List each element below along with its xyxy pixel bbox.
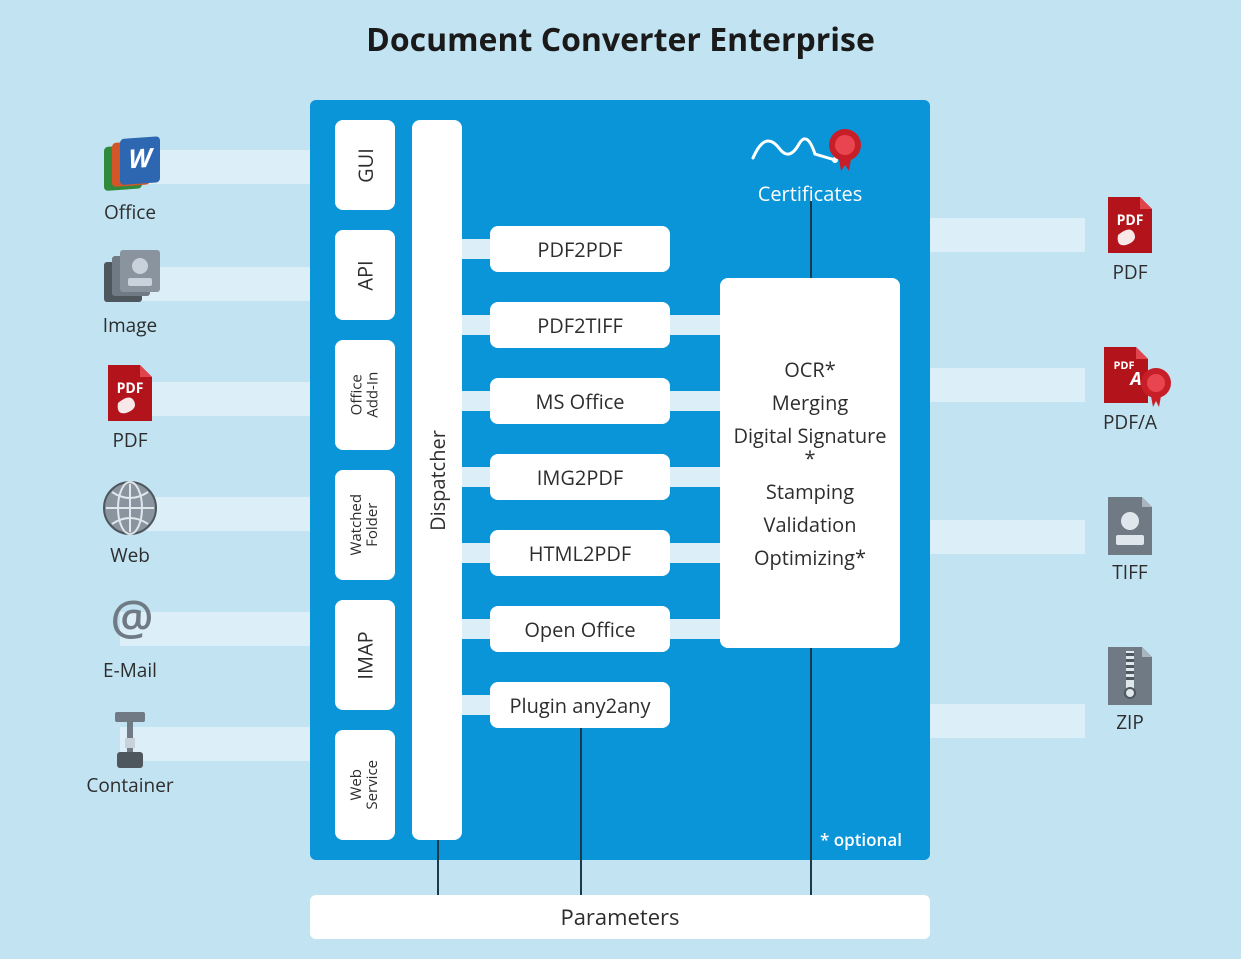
output-pdfa: PDF A PDF/A (1055, 345, 1205, 435)
svg-text:PDF: PDF (1117, 211, 1144, 230)
output-label: ZIP (1055, 709, 1205, 735)
input-label: Image (55, 312, 205, 338)
output-pdf: PDF PDF (1055, 195, 1205, 285)
input-container: Container (55, 708, 205, 798)
converter-img2pdf: IMG2PDF (490, 454, 670, 500)
conv-link-msoffice (670, 391, 720, 411)
connector-line (580, 728, 582, 895)
entry-label: GUI (352, 148, 379, 183)
converter-pdf2tiff: PDF2TIFF (490, 302, 670, 348)
page-title: Document Converter Enterprise (0, 18, 1241, 61)
entry-office-addin: OfficeAdd-In (335, 340, 395, 450)
entry-gui: GUI (335, 120, 395, 210)
email-icon: @ (100, 593, 160, 653)
svg-text:W: W (128, 139, 154, 177)
entry-label: WebService (349, 760, 381, 810)
input-web: Web (55, 478, 205, 568)
web-icon (100, 478, 160, 538)
output-zip: ZIP (1055, 645, 1205, 735)
entry-label: IMAP (351, 631, 378, 679)
entry-watched: WatchedFolder (335, 470, 395, 580)
input-pdf: PDF PDF (55, 363, 205, 453)
conv-link-openoffice (670, 619, 720, 639)
tiff-icon (1100, 495, 1160, 555)
entry-label: OfficeAdd-In (349, 372, 381, 418)
certificates-icon (745, 120, 875, 175)
connector-line (810, 648, 812, 895)
zip-icon (1100, 645, 1160, 705)
input-image: Image (55, 248, 205, 338)
input-label: Office (55, 199, 205, 225)
disp-link-pdf2pdf (462, 239, 490, 259)
input-email: @ E-Mail (55, 593, 205, 683)
parameters-label: Parameters (560, 902, 679, 932)
disp-link-html2pdf (462, 543, 490, 563)
output-label: TIFF (1055, 559, 1205, 585)
entry-imap: IMAP (335, 600, 395, 710)
parameters-box: Parameters (310, 895, 930, 939)
converter-openoffice: Open Office (490, 606, 670, 652)
svg-text:@: @ (110, 593, 153, 650)
entry-label: WatchedFolder (349, 494, 381, 556)
connector-line (437, 840, 439, 895)
conv-link-img2pdf (670, 467, 720, 487)
conv-link-html2pdf (670, 543, 720, 563)
pdf-icon: PDF (100, 363, 160, 423)
output-label: PDF/A (1055, 409, 1205, 435)
certificates-group (745, 120, 875, 180)
disp-link-any2any (462, 695, 490, 715)
svg-text:PDF: PDF (117, 379, 144, 398)
entry-label: API (351, 260, 378, 290)
input-label: Container (55, 772, 205, 798)
disp-link-img2pdf (462, 467, 490, 487)
features-box: OCR* Merging Digital Signature * Stamping Va… (720, 278, 900, 648)
converter-any2any: Plugin any2any (490, 682, 670, 728)
feature-item: Merging (772, 391, 848, 414)
feature-item: Validation (764, 513, 857, 536)
entry-webservice: WebService (335, 730, 395, 840)
disp-link-pdf2tiff (462, 315, 490, 335)
svg-text:A: A (1128, 367, 1141, 391)
feature-item: Optimizing* (754, 546, 866, 569)
input-office: W Office (55, 135, 205, 225)
disp-link-openoffice (462, 619, 490, 639)
input-label: Web (55, 542, 205, 568)
conv-link-pdf2tiff (670, 315, 720, 335)
office-icon: W (100, 135, 160, 195)
dispatcher-box: Dispatcher (412, 120, 462, 840)
input-label: E-Mail (55, 657, 205, 683)
converter-msoffice: MS Office (490, 378, 670, 424)
container-icon (100, 708, 160, 768)
pdf-icon: PDF (1100, 195, 1160, 255)
feature-item: OCR* (784, 358, 836, 381)
image-icon (100, 248, 160, 308)
certificates-label: Certificates (735, 180, 885, 207)
optional-note: * optional (820, 828, 902, 851)
entry-api: API (335, 230, 395, 320)
feature-item: Stamping (766, 480, 854, 503)
output-tiff: TIFF (1055, 495, 1205, 585)
converter-pdf2pdf: PDF2PDF (490, 226, 670, 272)
feature-item: Digital Signature * (730, 424, 890, 470)
output-label: PDF (1055, 259, 1205, 285)
pdfa-icon: PDF A (1100, 345, 1160, 405)
converter-html2pdf: HTML2PDF (490, 530, 670, 576)
input-label: PDF (55, 427, 205, 453)
disp-link-msoffice (462, 391, 490, 411)
dispatcher-label: Dispatcher (424, 430, 451, 531)
